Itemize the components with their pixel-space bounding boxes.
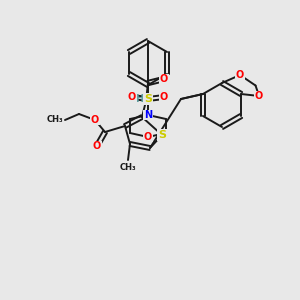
Text: O: O — [93, 141, 101, 151]
Text: CH₃: CH₃ — [120, 163, 136, 172]
Text: O: O — [91, 115, 99, 125]
Text: CH₃: CH₃ — [46, 116, 63, 124]
Text: H: H — [135, 94, 143, 104]
Text: O: O — [160, 92, 168, 102]
Text: O: O — [255, 91, 263, 101]
Text: O: O — [144, 132, 152, 142]
Text: S: S — [144, 94, 152, 104]
Text: O: O — [160, 74, 168, 84]
Text: N: N — [143, 94, 151, 104]
Text: S: S — [158, 130, 166, 140]
Text: O: O — [128, 92, 136, 102]
Text: N: N — [144, 110, 152, 120]
Text: O: O — [236, 70, 244, 80]
